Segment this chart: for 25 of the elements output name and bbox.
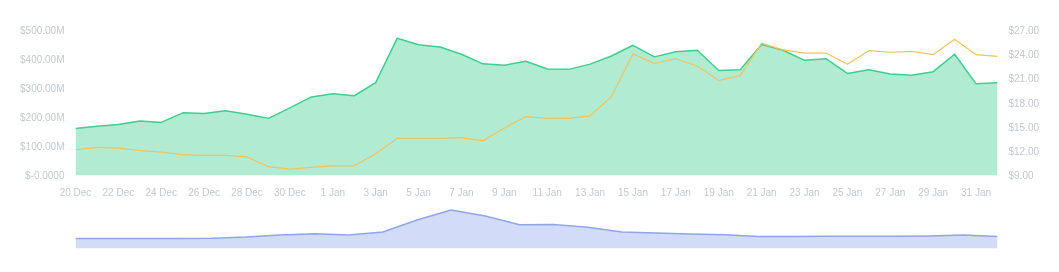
x-tick-label: 28 Dec	[231, 186, 263, 198]
x-tick-label: 30 Dec	[274, 186, 306, 198]
y2-tick-label: $12.00	[1008, 145, 1040, 157]
x-tick-label: 27 Jan	[875, 186, 906, 198]
x-tick-label: 25 Jan	[832, 186, 863, 198]
y2-tick-label: $9.00	[1008, 170, 1034, 181]
x-tick-label: 22 Dec	[102, 186, 135, 198]
x-tick-label: 11 Jan	[532, 186, 562, 198]
x-tick-label: 3 Jan	[363, 186, 388, 198]
y-tick-label: $200.00M	[20, 112, 65, 123]
y2-tick-label: $21.00	[1008, 73, 1040, 85]
y-tick-label: $300.00M	[20, 83, 65, 94]
x-tick-label: 15 Jan	[617, 186, 649, 198]
y-tick-label: $400.00M	[20, 54, 65, 65]
y2-tick-label: $18.00	[1008, 97, 1040, 109]
y2-tick-label: $24.00	[1008, 49, 1040, 61]
x-tick-label: 24 Dec	[145, 186, 178, 198]
x-tick-label: 17 Jan	[660, 186, 691, 198]
x-tick-label: 26 Dec	[188, 186, 220, 198]
y-tick-label: $500.00M	[20, 25, 65, 36]
y2-tick-label: $27.00	[1008, 25, 1040, 36]
x-tick-label: 19 Jan	[703, 186, 734, 198]
y-tick-label: $-0.0000	[25, 170, 65, 181]
y-tick-label: $100.00M	[20, 141, 65, 152]
y2-tick-label: $15.00	[1008, 121, 1040, 133]
